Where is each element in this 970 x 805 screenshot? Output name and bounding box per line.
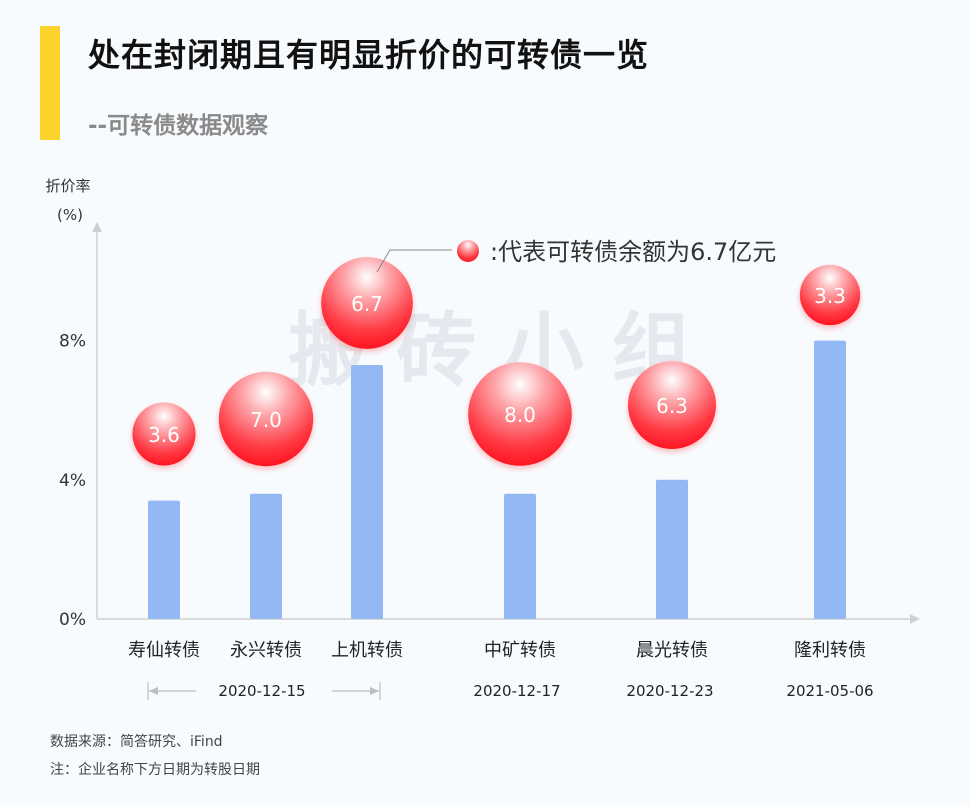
bracket-right-arrow xyxy=(370,687,379,695)
y-axis-label: 折价率 xyxy=(45,177,90,195)
title-accent-bar xyxy=(40,26,60,140)
conversion-date-label: 2020-12-23 xyxy=(626,682,713,700)
balance-label: 8.0 xyxy=(504,403,536,427)
balance-bubble xyxy=(799,264,861,326)
conversion-date-label: 2020-12-15 xyxy=(218,682,305,700)
page-title: 处在封闭期且有明显折价的可转债一览 xyxy=(88,36,650,74)
balance-label: 3.6 xyxy=(148,423,180,447)
balance-bubble xyxy=(468,362,572,466)
category-label: 晨光转债 xyxy=(636,640,708,661)
category-label: 隆利转债 xyxy=(794,640,866,661)
balance-label: 3.3 xyxy=(814,284,846,308)
y-tick-label: 0% xyxy=(59,610,86,630)
bar xyxy=(250,493,282,619)
balance-label: 6.7 xyxy=(351,292,383,316)
conversion-date-label: 2020-12-17 xyxy=(473,682,560,700)
balance-label: 6.3 xyxy=(656,394,688,418)
y-tick-label: 4% xyxy=(59,471,86,491)
legend-leader-line xyxy=(376,249,452,273)
y-axis-arrow xyxy=(92,222,102,232)
bracket-left-arrow xyxy=(149,687,158,695)
conversion-date-label: 2021-05-06 xyxy=(786,682,873,700)
balance-bubble xyxy=(628,361,716,449)
balance-label: 7.0 xyxy=(250,408,282,432)
legend-text: :代表可转债余额为6.7亿元 xyxy=(490,238,776,266)
balance-bubble xyxy=(218,371,314,467)
bar xyxy=(504,493,536,619)
category-label: 中矿转债 xyxy=(484,640,556,661)
bar xyxy=(814,340,846,619)
balance-bubble xyxy=(321,257,413,349)
bar xyxy=(148,500,180,619)
page-subtitle: --可转债数据观察 xyxy=(88,113,269,139)
category-label: 上机转债 xyxy=(331,640,403,661)
x-axis-arrow xyxy=(910,614,920,624)
category-label: 寿仙转债 xyxy=(128,640,200,661)
source-note: 数据来源：简答研究、iFind xyxy=(50,734,223,750)
y-tick-label: 8% xyxy=(59,332,86,352)
y-axis-unit: (%) xyxy=(57,206,83,224)
bar xyxy=(351,364,383,619)
category-label: 永兴转债 xyxy=(230,640,302,661)
bar xyxy=(656,479,688,619)
footnote: 注：企业名称下方日期为转股日期 xyxy=(50,762,260,778)
balance-bubble xyxy=(132,402,196,466)
legend-bubble-icon xyxy=(457,240,479,262)
